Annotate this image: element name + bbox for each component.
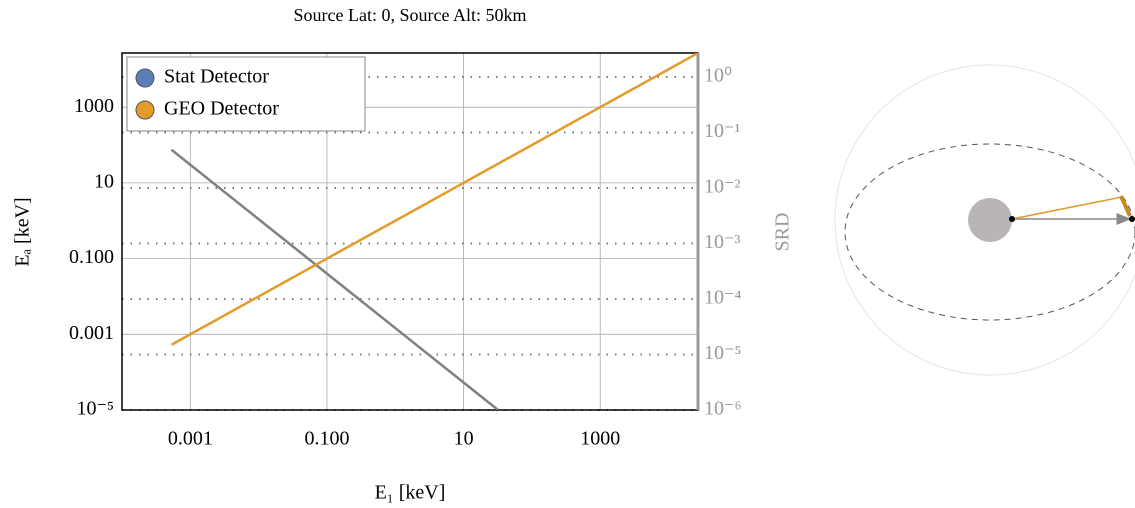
- legend: Stat Detector GEO Detector: [126, 56, 366, 132]
- y-axis-label: Eₐ [keV]: [12, 197, 34, 266]
- series-line: [170, 53, 698, 346]
- source-dot: [1009, 216, 1015, 222]
- legend-label: Stat Detector: [164, 66, 269, 88]
- y-tick-label: 10: [94, 170, 114, 192]
- chart-title: Source Lat: 0, Source Alt: 50km: [294, 5, 527, 25]
- y2-tick-label: 10⁻¹: [704, 120, 741, 142]
- x-axis-label: E₁ [keV]: [375, 482, 446, 504]
- y-tick-label: 1000: [74, 95, 114, 117]
- y2-tick-label: 10⁰: [704, 65, 732, 87]
- y-tick-label: 10⁻⁵: [76, 398, 114, 420]
- legend-box: [126, 56, 366, 132]
- x-tick-label: 0.100: [304, 428, 349, 450]
- outer-circle: [834, 64, 1135, 376]
- y-tick-label: 0.001: [69, 322, 114, 344]
- y2-tick-label: 10⁻³: [704, 231, 741, 253]
- series-line: [170, 148, 499, 410]
- x-tick-label: 0.001: [168, 428, 213, 450]
- legend-label: GEO Detector: [164, 98, 279, 120]
- y2-tick-label: 10⁻⁶: [704, 398, 742, 420]
- y2-tick-label: 10⁻⁵: [704, 342, 742, 364]
- legend-marker: [135, 100, 155, 120]
- target-dot: [1129, 216, 1135, 222]
- x-tick-label: 1000: [580, 428, 620, 450]
- orbit-diagram: [834, 64, 1135, 376]
- y2-axis-label: SRD: [772, 213, 794, 252]
- y2-tick-label: 10⁻⁴: [704, 287, 742, 309]
- x-tick-label: 10: [454, 428, 474, 450]
- series-group: [170, 53, 698, 410]
- legend-marker: [135, 68, 155, 88]
- plot: 0.001 0.100 10 1000 10⁻⁵ 0.001 0.100 10 1000 10⁻⁶…: [69, 52, 742, 450]
- y-tick-label: 0.100: [69, 246, 114, 268]
- ray: [1011, 196, 1123, 220]
- y2-tick-label: 10⁻²: [704, 176, 741, 198]
- detector: [1119, 195, 1132, 217]
- earth: [968, 198, 1012, 242]
